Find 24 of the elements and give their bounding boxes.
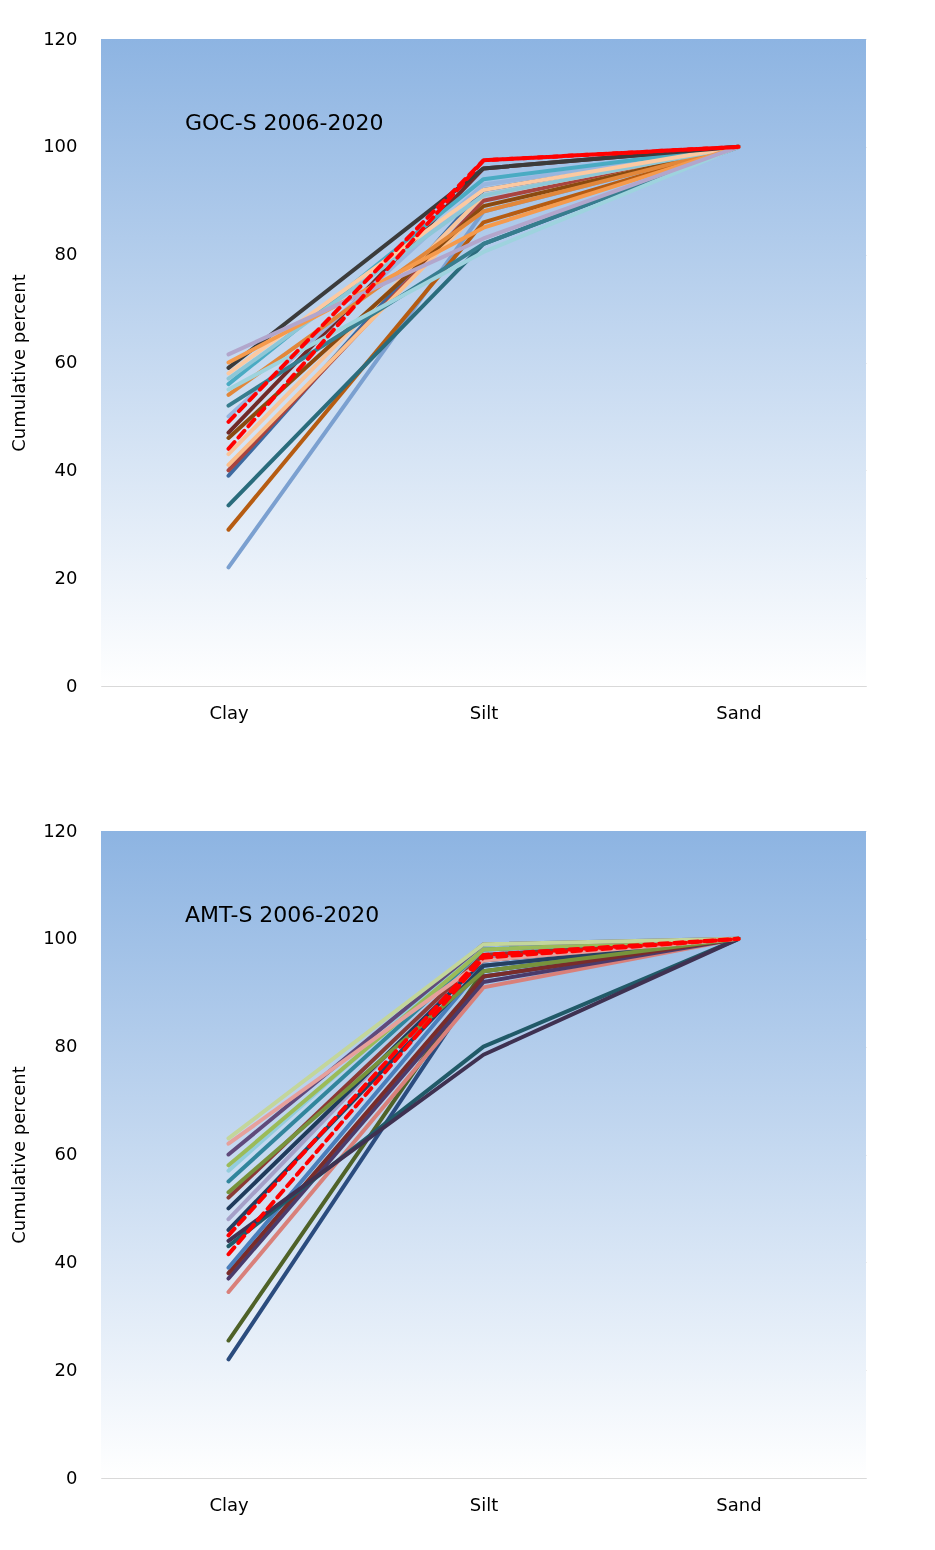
y-tick-label: 80	[54, 243, 78, 265]
y-tick-label: 0	[66, 1466, 78, 1488]
text: AMT-S 2006-2020	[185, 902, 380, 927]
y-axis-title: Cumulative percent	[8, 1066, 30, 1244]
y-tick-label: 0	[66, 674, 78, 696]
y-tick-label: 100	[43, 927, 78, 949]
y-tick-label: 120	[43, 819, 78, 841]
y-tick-label: 40	[54, 458, 78, 480]
y-tick-label: 120	[43, 27, 78, 49]
y-tick-label: 40	[54, 1250, 78, 1272]
x-tick-label: Silt	[469, 1493, 499, 1515]
x-tick-label: Clay	[209, 1493, 249, 1515]
y-axis-title: Cumulative percent	[8, 274, 30, 452]
x-tick-label: Sand	[716, 701, 762, 723]
y-tick-label: 80	[54, 1035, 78, 1057]
y-tick-label: 20	[54, 566, 78, 588]
x-tick-label: Clay	[209, 701, 249, 723]
y-tick-label: 60	[54, 351, 78, 372]
text: GOC-S 2006-2020	[185, 110, 384, 135]
x-tick-label: Sand	[716, 1493, 762, 1515]
x-tick-label: Silt	[469, 701, 499, 723]
y-tick-label: 100	[43, 135, 78, 157]
y-tick-label: 20	[54, 1358, 78, 1380]
y-tick-label: 60	[54, 1143, 78, 1164]
